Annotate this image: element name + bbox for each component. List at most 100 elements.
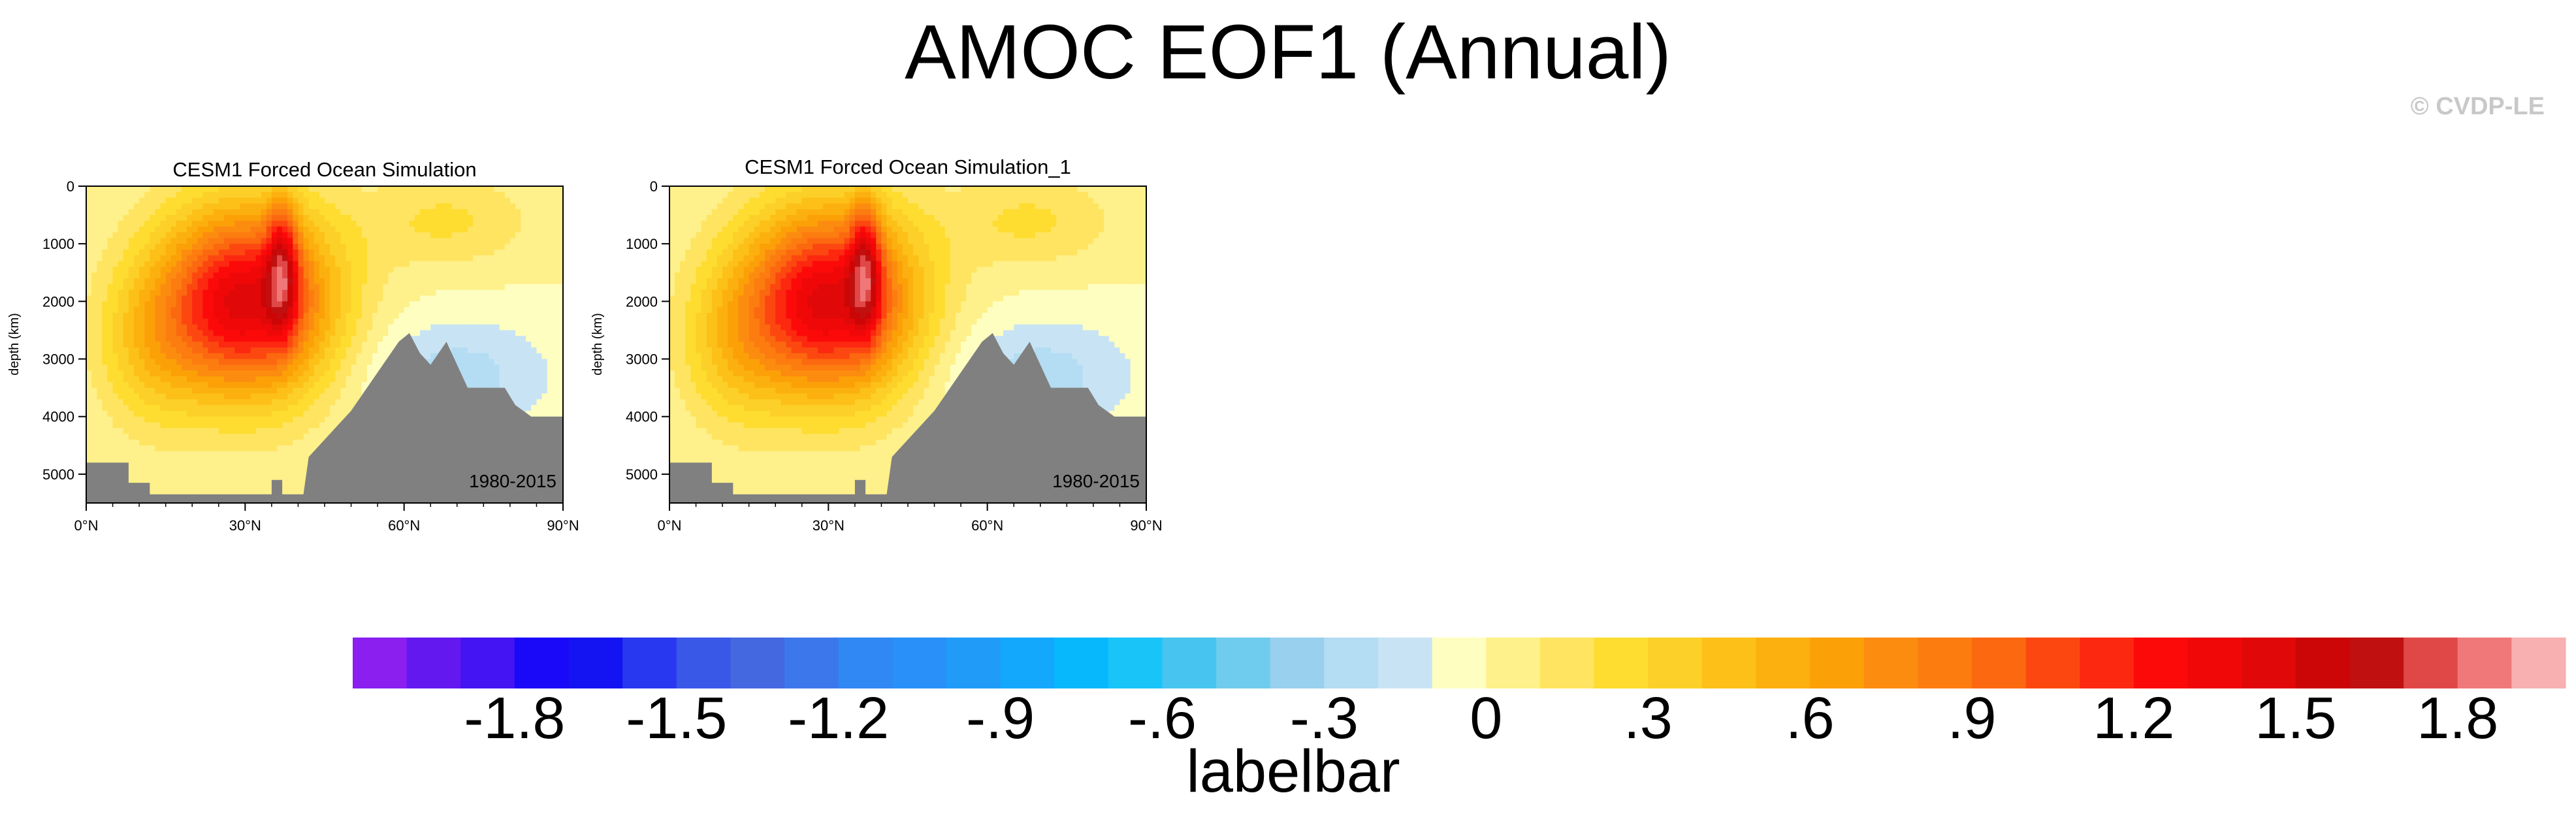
field-cell: [308, 295, 315, 302]
field-cell: [218, 272, 225, 279]
field-cell: [250, 381, 257, 389]
field-cell: [208, 387, 214, 395]
field-cell: [229, 226, 235, 233]
field-cell: [557, 324, 563, 331]
field-cell: [229, 434, 235, 440]
field-cell: [468, 261, 474, 268]
field-cell: [218, 485, 225, 492]
field-cell: [303, 278, 310, 285]
field-cell: [245, 359, 251, 365]
field-cell: [420, 232, 426, 238]
field-cell: [240, 191, 246, 199]
field-cell: [266, 342, 272, 348]
field-cell: [282, 295, 288, 302]
field-cell: [361, 244, 368, 250]
field-cell: [86, 324, 92, 331]
field-cell: [468, 220, 474, 227]
field-cell: [378, 250, 383, 256]
eof-panel-2: CESM1 Forced Ocean Simulation_1 0 1000 200…: [590, 150, 1165, 549]
field-cell: [346, 330, 352, 336]
field-cell: [282, 278, 288, 285]
field-cell: [420, 255, 426, 262]
field-cell: [409, 215, 415, 221]
field-cell: [277, 359, 283, 365]
field-cell: [277, 301, 283, 308]
field-cell: [234, 474, 240, 481]
field-cell: [202, 376, 209, 383]
field-cell: [229, 399, 235, 406]
field-cell: [208, 278, 214, 285]
field-cell: [536, 359, 543, 365]
field-cell: [118, 370, 124, 377]
field-cell: [123, 376, 129, 383]
field-cell: [165, 238, 172, 244]
field-cell: [378, 215, 383, 221]
field-cell: [319, 405, 325, 412]
field-cell: [123, 186, 129, 193]
field-cell: [155, 440, 161, 446]
field-cell: [91, 405, 97, 412]
field-cell: [165, 186, 172, 193]
field-cell: [218, 226, 225, 233]
field-cell: [526, 330, 532, 336]
field-cell: [282, 250, 288, 256]
field-cell: [314, 278, 320, 285]
field-cell: [255, 289, 262, 297]
field-cell: [118, 434, 124, 440]
field-cell: [123, 203, 129, 210]
field-cell: [213, 255, 219, 262]
field-cell: [293, 381, 299, 389]
field-cell: [107, 272, 114, 279]
field-cell: [160, 359, 167, 365]
field-cell: [182, 359, 187, 365]
field-cell: [356, 359, 362, 365]
field-cell: [128, 428, 135, 434]
field-cell: [356, 278, 362, 285]
field-cell: [229, 381, 235, 389]
field-cell: [229, 457, 235, 463]
field-cell: [97, 324, 103, 331]
field-cell: [366, 324, 373, 331]
field-cell: [160, 445, 167, 452]
field-cell: [240, 364, 246, 371]
field-cell: [234, 445, 240, 452]
field-cell: [451, 250, 458, 256]
field-cell: [489, 313, 495, 319]
field-cell: [552, 289, 558, 297]
field-cell: [531, 410, 538, 417]
field-cell: [552, 203, 558, 210]
field-cell: [441, 250, 447, 256]
field-cell: [245, 393, 251, 400]
field-cell: [361, 191, 368, 199]
field-cell: [557, 399, 563, 406]
field-cell: [446, 250, 453, 256]
field-cell: [271, 405, 278, 412]
field-cell: [112, 318, 119, 325]
field-cell: [325, 261, 330, 268]
field-cell: [170, 283, 177, 291]
field-cell: [509, 313, 516, 319]
field-cell: [165, 191, 172, 199]
field-cell: [155, 462, 161, 469]
field-cell: [557, 197, 563, 204]
field-cell: [197, 387, 204, 395]
field-cell: [282, 474, 288, 481]
field-cell: [303, 244, 310, 250]
field-cell: [351, 197, 357, 204]
field-cell: [398, 272, 405, 279]
field-cell: [245, 324, 251, 331]
field-cell: [245, 410, 251, 417]
field-cell: [319, 307, 325, 314]
field-cell: [515, 267, 521, 273]
field-cell: [155, 295, 161, 302]
field-cell: [325, 416, 330, 423]
field-cell: [557, 376, 563, 383]
field-cell: [340, 278, 347, 285]
field-cell: [266, 376, 272, 383]
field-cell: [234, 457, 240, 463]
field-cell: [107, 364, 114, 371]
field-cell: [330, 353, 336, 360]
field-cell: [462, 289, 468, 297]
field-cell: [234, 364, 240, 371]
field-cell: [197, 255, 204, 262]
